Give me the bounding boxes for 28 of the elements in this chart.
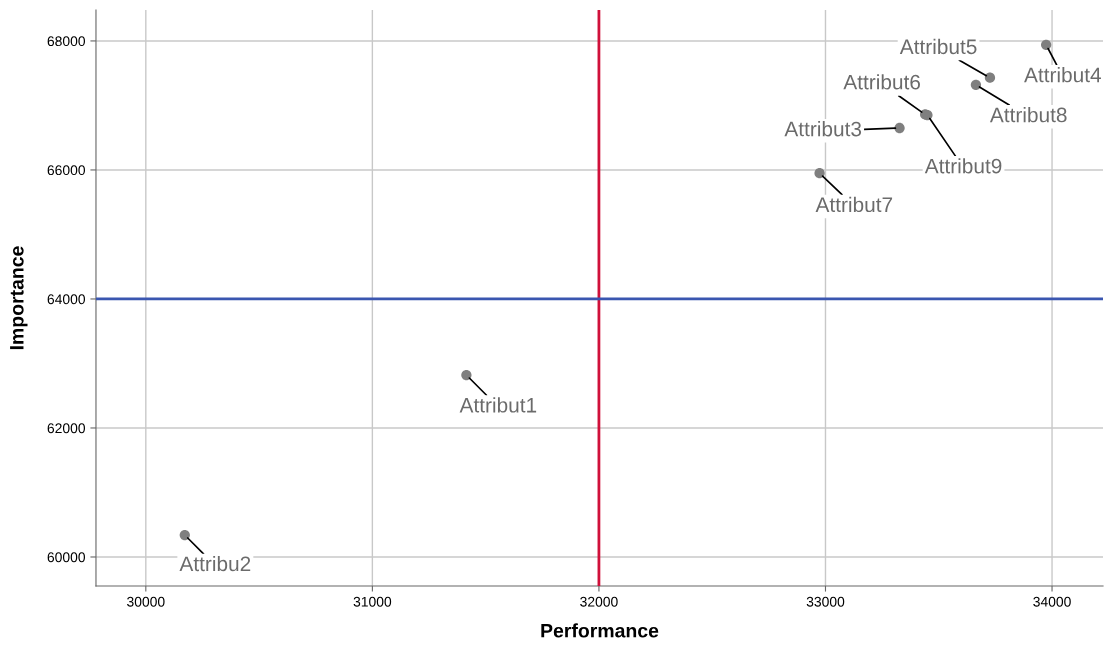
data-label: Attribut5 xyxy=(899,38,977,55)
point xyxy=(814,168,825,179)
point xyxy=(461,369,472,381)
x-tick-label: 32000 xyxy=(580,596,618,607)
y-tick-label: 60000 xyxy=(47,552,86,563)
data-label: Attribut3 xyxy=(784,121,862,137)
data-label: Attribut1 xyxy=(459,397,537,413)
data-label: Attribu2 xyxy=(179,555,251,572)
x-tick-label: 34000 xyxy=(1033,596,1071,607)
x-tick-label: 33000 xyxy=(806,596,845,607)
x-tick-label: 31000 xyxy=(353,596,392,607)
data-label: Attribut6 xyxy=(843,74,920,90)
y-axis-title: Importance xyxy=(10,246,28,350)
y-tick-label: 62000 xyxy=(47,423,86,434)
point xyxy=(984,72,996,83)
point xyxy=(179,529,190,541)
point xyxy=(894,122,905,134)
data-label: Attribut9 xyxy=(924,158,1002,174)
point xyxy=(1041,39,1052,50)
data-label: Attribut7 xyxy=(815,196,893,213)
y-tick-label: 68000 xyxy=(47,36,86,47)
data-label: Attribut8 xyxy=(989,107,1067,123)
x-tick-label: 30000 xyxy=(127,596,165,607)
point xyxy=(970,79,982,90)
y-tick-label: 66000 xyxy=(47,165,86,176)
x-axis-title: Performance xyxy=(541,623,659,638)
y-tick-label: 64000 xyxy=(47,294,86,305)
data-label: Attribut4 xyxy=(1024,67,1101,83)
